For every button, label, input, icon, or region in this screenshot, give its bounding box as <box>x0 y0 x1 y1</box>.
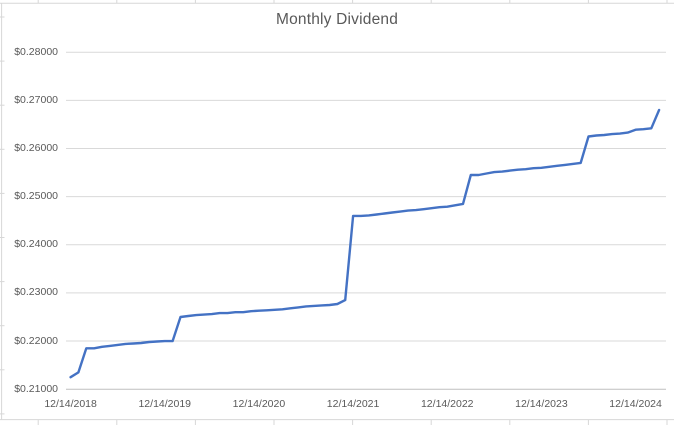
y-tick-label: $0.24000 <box>14 238 58 251</box>
y-tick-label: $0.21000 <box>14 382 58 395</box>
x-tick-label: 12/14/2022 <box>420 398 474 410</box>
y-tick-label: $0.26000 <box>14 142 58 154</box>
y-tick-label: $0.23000 <box>14 286 58 299</box>
dividend-series-line <box>69 108 661 379</box>
x-tick-label: 12/14/2023 <box>515 398 568 410</box>
x-tick-label: 12/14/2024 <box>609 398 662 410</box>
y-tick-label: $0.28000 <box>14 45 58 58</box>
y-tick-label: $0.25000 <box>14 190 58 203</box>
x-tick-label: 12/14/2018 <box>44 398 97 410</box>
y-tick-label: $0.22000 <box>14 334 58 347</box>
x-tick-label: 12/14/2021 <box>326 398 380 410</box>
x-tick-label: 12/14/2019 <box>138 398 192 410</box>
y-tick-label: $0.27000 <box>14 93 58 106</box>
x-tick-label: 12/14/2020 <box>232 398 286 410</box>
chart-title: Monthly Dividend <box>275 11 399 28</box>
